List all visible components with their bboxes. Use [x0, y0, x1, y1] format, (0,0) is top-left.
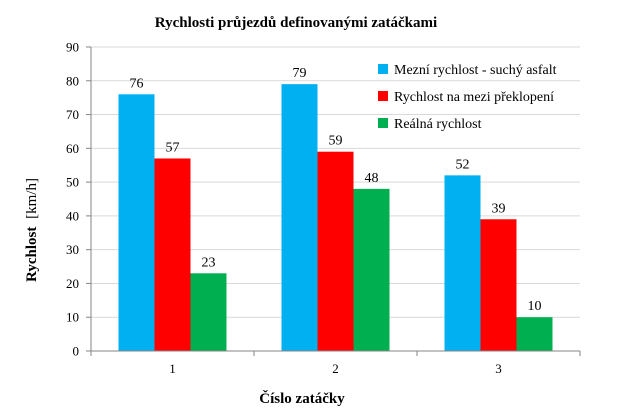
bars [118, 84, 553, 352]
data-label: 48 [365, 171, 379, 186]
x-axis-title: Číslo zatáčky [259, 390, 345, 407]
bar-1-2 [281, 84, 318, 352]
y-tick-label: 50 [66, 175, 79, 190]
y-tick-label: 10 [66, 310, 79, 325]
y-tick-label: 40 [66, 208, 79, 223]
bar-1-1 [118, 94, 155, 352]
data-label: 79 [293, 66, 307, 81]
legend-label: Mezní rychlost - suchý asfalt [394, 63, 557, 78]
y-tick-label: 0 [73, 344, 80, 359]
data-labels: 76 57 23 79 59 48 52 39 10 [130, 66, 542, 314]
bar-3-1 [190, 273, 227, 351]
data-label: 59 [329, 134, 343, 149]
y-axis-title-unit: [km/h] [24, 178, 40, 219]
bar-1-3 [444, 175, 481, 351]
legend-swatch [378, 118, 388, 128]
x-tick-label: 2 [332, 361, 339, 376]
bar-3-2 [353, 188, 390, 351]
y-tick-label: 20 [66, 276, 79, 291]
data-label: 52 [456, 157, 470, 172]
bar-3-3 [516, 317, 553, 351]
data-label: 57 [166, 140, 180, 155]
data-label: 23 [202, 255, 216, 270]
axes [90, 47, 580, 352]
x-tick-label: 3 [495, 361, 502, 376]
y-tick-labels: 0 10 20 30 40 50 60 70 80 90 [66, 40, 91, 359]
bar-2-1 [154, 158, 191, 351]
bar-2-2 [317, 151, 354, 351]
legend-label: Rychlost na mezi překlopení [394, 90, 554, 105]
x-tick-labels: 1 2 3 [90, 351, 581, 376]
legend-swatch [378, 64, 388, 74]
data-label: 39 [492, 201, 506, 216]
legend-label: Reálná rychlost [394, 117, 482, 132]
legend: Mezní rychlost - suchý asfalt Rychlost na… [378, 63, 557, 132]
x-tick-label: 1 [169, 361, 176, 376]
legend-swatch [378, 91, 388, 101]
data-label: 10 [528, 299, 542, 314]
y-axis-title-main: Rychlost [24, 227, 40, 282]
y-tick-label: 30 [66, 242, 79, 257]
y-tick-label: 70 [66, 107, 79, 122]
data-label: 76 [130, 76, 144, 91]
y-tick-label: 90 [66, 40, 79, 55]
chart-title: Rychlosti průjezdů definovanými zatáčkam… [155, 15, 437, 31]
bar-2-3 [480, 219, 517, 351]
y-tick-label: 80 [66, 73, 79, 88]
y-tick-label: 60 [66, 141, 79, 156]
y-axis-title: Rychlost [km/h] [24, 178, 40, 282]
